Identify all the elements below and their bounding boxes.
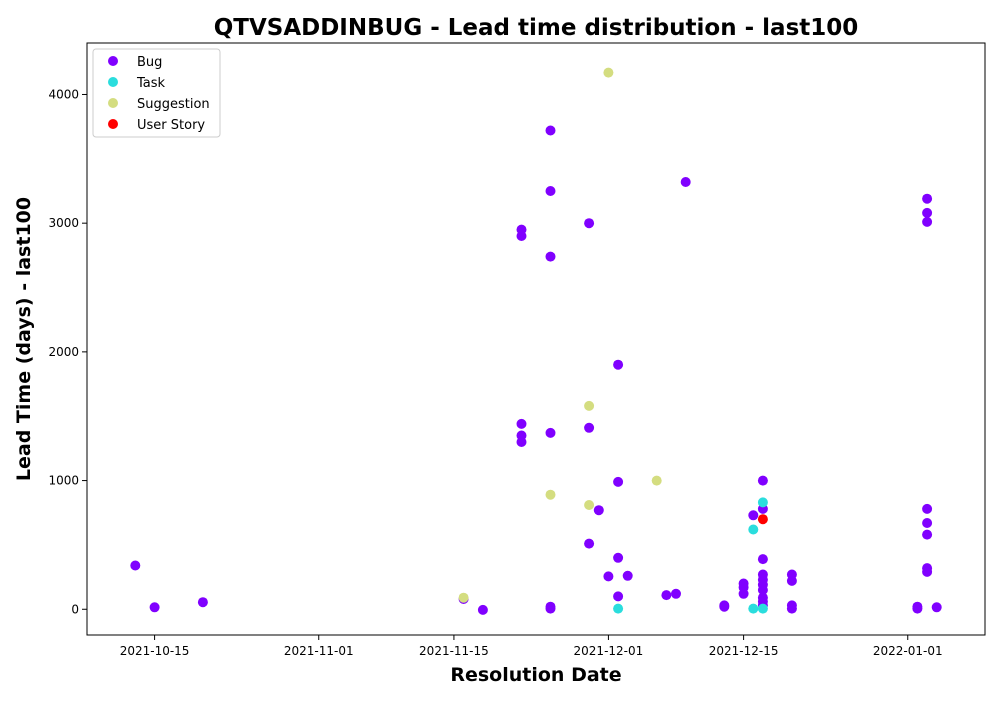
data-point-task bbox=[748, 603, 759, 614]
data-point-bug bbox=[516, 437, 527, 447]
y-tick-label: 1000 bbox=[48, 474, 79, 488]
data-point-bug bbox=[197, 597, 208, 608]
data-point-task bbox=[748, 524, 759, 535]
x-tick-label: 2021-12-01 bbox=[574, 644, 644, 658]
data-point-bug bbox=[719, 601, 730, 612]
data-point-bug bbox=[912, 603, 923, 614]
data-point-bug bbox=[738, 588, 749, 599]
data-point-bug bbox=[545, 251, 556, 262]
data-point-bug bbox=[130, 560, 141, 571]
x-tick-label: 2022-01-01 bbox=[873, 644, 943, 658]
legend-marker-user-story bbox=[108, 119, 118, 129]
data-point-bug bbox=[786, 603, 797, 614]
x-tick-label: 2021-11-01 bbox=[284, 644, 354, 658]
data-point-bug bbox=[584, 422, 595, 433]
data-point-suggestion bbox=[603, 67, 614, 78]
legend-marker-task bbox=[108, 77, 118, 87]
legend: Bug Task Suggestion User Story bbox=[92, 48, 221, 138]
data-point-bug bbox=[149, 602, 160, 613]
data-point-bug bbox=[661, 590, 672, 601]
data-point-bug bbox=[545, 125, 556, 136]
x-tick-label: 2021-11-15 bbox=[419, 644, 489, 658]
data-points bbox=[130, 67, 942, 615]
y-tick-label: 2000 bbox=[48, 345, 79, 359]
series-user-story bbox=[757, 514, 768, 525]
legend-box bbox=[92, 48, 221, 138]
data-point-bug bbox=[603, 571, 614, 582]
data-point-user-story bbox=[757, 514, 768, 525]
data-point-bug bbox=[922, 193, 933, 204]
data-point-bug bbox=[680, 177, 691, 187]
data-point-bug bbox=[613, 591, 624, 602]
data-point-suggestion bbox=[651, 475, 662, 486]
data-point-bug bbox=[922, 518, 933, 528]
x-tick-label: 2021-10-15 bbox=[120, 644, 190, 658]
legend-marker-suggestion bbox=[108, 98, 118, 108]
data-point-bug bbox=[545, 603, 556, 614]
data-point-bug bbox=[545, 427, 556, 438]
data-point-bug bbox=[922, 216, 933, 227]
data-point-bug bbox=[671, 588, 681, 599]
y-axis-title: Lead Time (days) - last100 bbox=[13, 197, 35, 481]
data-point-bug bbox=[922, 503, 933, 514]
data-point-suggestion bbox=[584, 400, 595, 411]
data-point-bug bbox=[748, 510, 759, 521]
data-point-bug bbox=[516, 231, 527, 241]
data-point-bug bbox=[593, 505, 604, 516]
legend-marker-bug bbox=[108, 56, 118, 66]
legend-label-task: Task bbox=[136, 76, 166, 91]
data-point-bug bbox=[757, 585, 768, 595]
plot-frame bbox=[86, 42, 986, 636]
data-point-bug bbox=[922, 207, 933, 218]
data-point-bug bbox=[584, 218, 595, 229]
data-point-bug bbox=[613, 359, 624, 370]
y-tick-label: 0 bbox=[71, 602, 79, 616]
data-point-suggestion bbox=[584, 500, 595, 510]
x-tick-label: 2021-12-15 bbox=[709, 644, 779, 658]
series-suggestion bbox=[458, 67, 662, 603]
data-point-bug bbox=[613, 476, 624, 487]
data-point-task bbox=[757, 497, 768, 508]
data-point-bug bbox=[622, 570, 633, 581]
data-point-bug bbox=[545, 186, 556, 196]
x-axis-title: Resolution Date bbox=[450, 664, 621, 686]
axis-ticks: 2021-10-15 2021-11-01 2021-11-15 2021-12-01… bbox=[48, 87, 942, 658]
data-point-bug bbox=[477, 604, 488, 615]
series-task bbox=[613, 497, 768, 614]
data-point-bug bbox=[613, 552, 624, 563]
y-tick-label: 4000 bbox=[48, 87, 79, 101]
data-point-bug bbox=[922, 566, 933, 577]
data-point-bug bbox=[757, 475, 768, 486]
data-point-bug bbox=[931, 602, 942, 613]
data-point-bug bbox=[757, 554, 768, 565]
data-point-suggestion bbox=[545, 489, 556, 500]
chart-title: QTVSADDINBUG - Lead time distribution - … bbox=[214, 15, 859, 41]
data-point-suggestion bbox=[458, 592, 469, 603]
data-point-bug bbox=[922, 529, 933, 540]
legend-label-user-story: User Story bbox=[137, 118, 205, 133]
data-point-bug bbox=[516, 418, 527, 429]
legend-label-bug: Bug bbox=[137, 55, 162, 70]
data-point-bug bbox=[786, 575, 797, 586]
y-tick-label: 3000 bbox=[48, 216, 79, 230]
data-point-bug bbox=[584, 538, 595, 549]
legend-label-suggestion: Suggestion bbox=[137, 97, 210, 112]
series-bug bbox=[130, 125, 942, 615]
data-point-task bbox=[613, 603, 624, 614]
data-point-task bbox=[757, 603, 768, 614]
